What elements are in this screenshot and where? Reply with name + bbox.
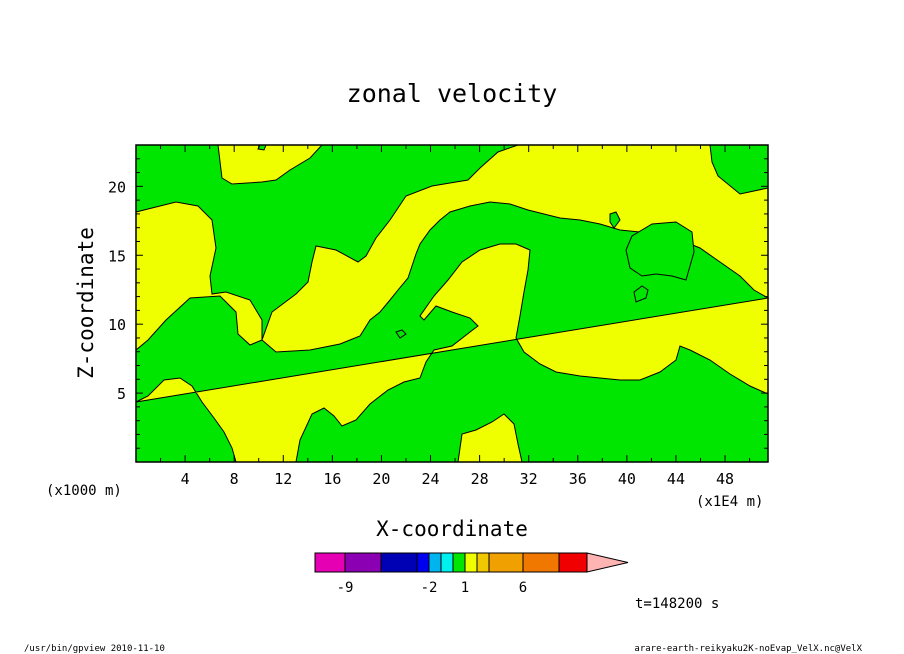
colorbar-swatch (416, 552, 430, 573)
colorbar-swatch (558, 552, 588, 573)
x-axis-ticks: 4 8 12 16 20 24 28 32 36 40 44 48 (160, 145, 751, 488)
x-tick-label: 44 (667, 470, 685, 488)
colorbar-tick-label: -9 (337, 580, 354, 596)
colorbar-swatch (440, 552, 454, 573)
colorbar-tick-label: 6 (519, 580, 527, 596)
colorbar-swatch (476, 552, 490, 573)
x-tick-label: 8 (230, 470, 239, 488)
colorbar-swatch (452, 552, 466, 573)
colorbar-tick-label: 1 (461, 580, 469, 596)
x-tick-label: 48 (716, 470, 734, 488)
colorbar-swatch (522, 552, 560, 573)
contour-region (135, 201, 263, 352)
y-axis-label: Z-coordinate (74, 227, 98, 379)
colorbar-swatch (464, 552, 478, 573)
x-tick-label: 12 (274, 470, 292, 488)
chart-title: zonal velocity (347, 79, 558, 108)
colorbar-swatch (428, 552, 442, 573)
y-tick-label: 10 (108, 316, 126, 334)
y-tick-label: 15 (108, 247, 126, 265)
y-axis-ticks: 5 10 15 20 (108, 158, 768, 449)
y-unit-label: (x1000 m) (46, 483, 122, 499)
x-tick-label: 40 (618, 470, 636, 488)
colorbar-swatch (380, 552, 418, 573)
colorbar-tick-label: -2 (421, 580, 438, 596)
contour-region (457, 413, 523, 463)
colorbar-swatch (314, 552, 346, 573)
y-tick-label: 5 (117, 385, 126, 403)
x-axis-label: X-coordinate (376, 517, 528, 541)
time-label: t=148200 s (635, 596, 719, 612)
contour-region (625, 221, 695, 281)
colorbar: -9 -2 1 6 (314, 552, 629, 596)
contour-region (609, 211, 621, 229)
footer-left: /usr/bin/gpview 2010-11-10 (24, 644, 165, 654)
colorbar-arrow (586, 552, 629, 573)
plot-frame (135, 144, 769, 463)
x-tick-label: 20 (372, 470, 390, 488)
contour-region (217, 144, 324, 185)
colorbar-swatch (488, 552, 524, 573)
x-tick-label: 36 (569, 470, 587, 488)
y-tick-label: 20 (108, 178, 126, 196)
contour-region (633, 285, 649, 303)
x-tick-label: 32 (520, 470, 538, 488)
x-unit-label: (x1E4 m) (696, 494, 763, 510)
contour-region (395, 329, 407, 339)
x-tick-label: 24 (421, 470, 439, 488)
footer-right: arare-earth-reikyaku2K-noEvap_VelX.nc@Ve… (634, 644, 862, 654)
x-tick-label: 4 (181, 470, 190, 488)
x-tick-label: 16 (323, 470, 341, 488)
x-tick-label: 28 (471, 470, 489, 488)
colorbar-swatch (344, 552, 382, 573)
